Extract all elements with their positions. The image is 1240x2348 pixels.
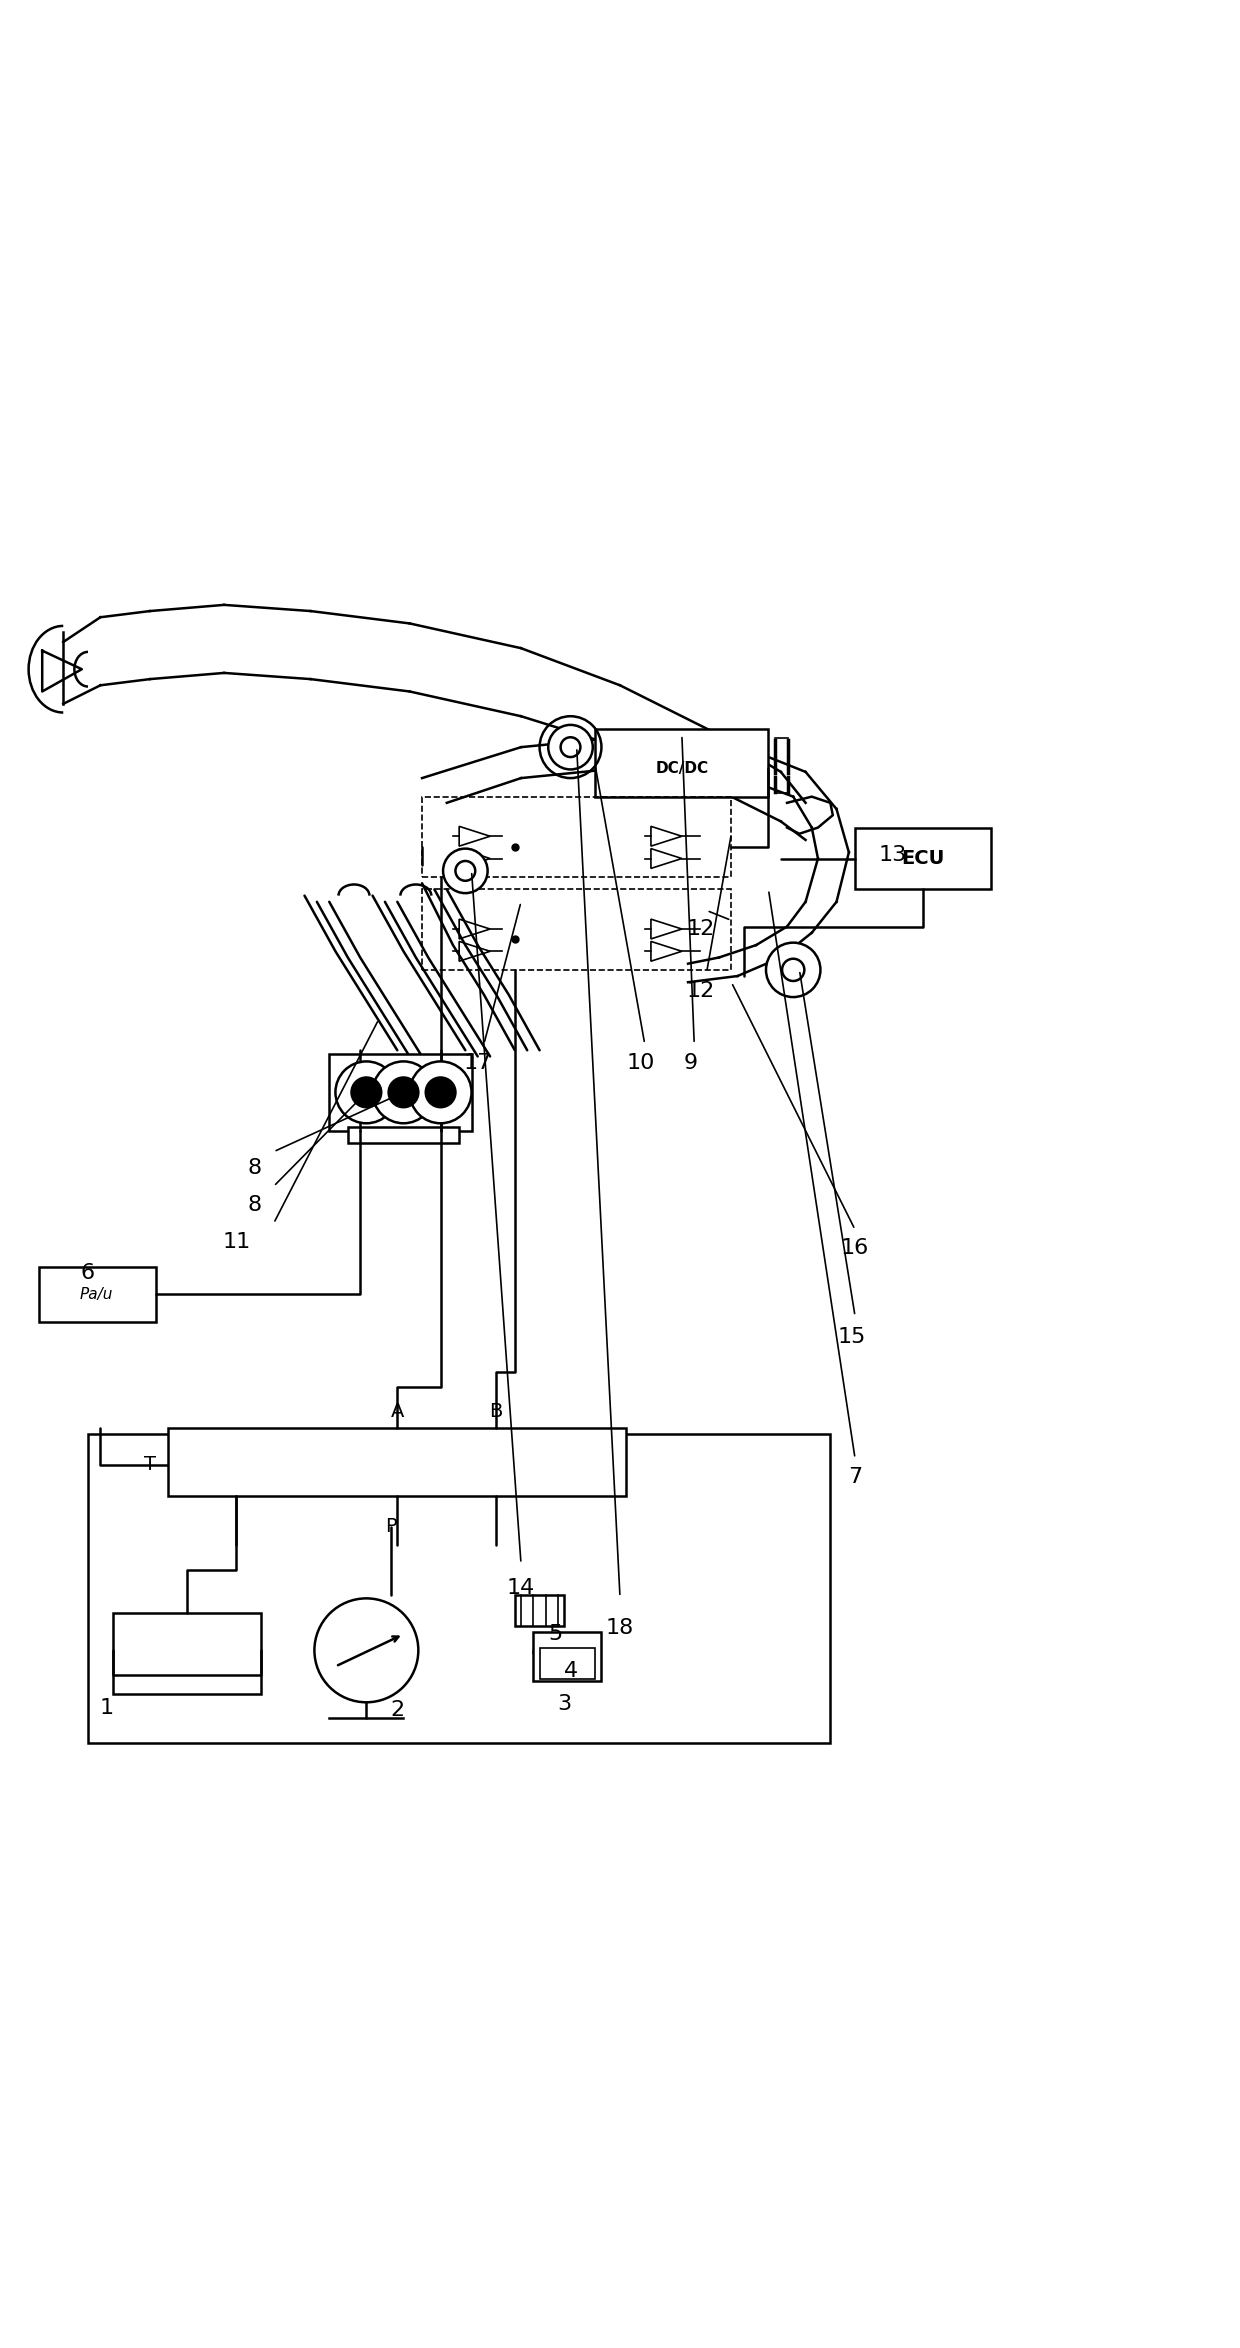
Text: 18: 18 <box>606 1618 634 1639</box>
Text: 13: 13 <box>878 845 906 864</box>
Bar <box>38 1268 156 1322</box>
Text: 8: 8 <box>248 1195 262 1214</box>
Bar <box>533 1632 601 1681</box>
Text: 12: 12 <box>686 981 714 1000</box>
Text: 17: 17 <box>464 1052 492 1073</box>
Circle shape <box>548 726 593 770</box>
Bar <box>856 826 991 890</box>
Text: 14: 14 <box>507 1578 536 1599</box>
Text: 15: 15 <box>837 1327 866 1348</box>
Text: B: B <box>490 1402 503 1421</box>
Circle shape <box>425 1078 455 1108</box>
Circle shape <box>351 1078 381 1108</box>
Bar <box>88 1435 831 1742</box>
Text: 9: 9 <box>683 1052 698 1073</box>
Text: Pa/u: Pa/u <box>79 1287 113 1301</box>
Text: 2: 2 <box>391 1700 404 1719</box>
Bar <box>515 1594 564 1625</box>
Circle shape <box>766 942 821 998</box>
Text: 7: 7 <box>848 1468 862 1486</box>
Text: T: T <box>144 1456 156 1475</box>
Text: 4: 4 <box>563 1662 578 1681</box>
Circle shape <box>388 1078 418 1108</box>
Text: 3: 3 <box>557 1693 572 1714</box>
Text: A: A <box>391 1402 404 1421</box>
Bar <box>347 1127 459 1143</box>
Text: 5: 5 <box>548 1625 563 1644</box>
Text: ECU: ECU <box>901 850 945 869</box>
Text: 10: 10 <box>627 1052 655 1073</box>
Circle shape <box>455 862 475 880</box>
Circle shape <box>560 737 580 756</box>
Bar <box>595 728 769 796</box>
Text: DC/DC: DC/DC <box>655 761 708 775</box>
Circle shape <box>443 848 487 892</box>
Circle shape <box>336 1061 397 1122</box>
Circle shape <box>409 1061 471 1122</box>
Circle shape <box>372 1061 434 1122</box>
Text: 12: 12 <box>686 918 714 939</box>
Text: 6: 6 <box>81 1263 95 1282</box>
Text: 8: 8 <box>248 1158 262 1179</box>
Bar <box>539 1648 595 1679</box>
Text: P: P <box>386 1517 397 1536</box>
Text: 1: 1 <box>99 1698 114 1719</box>
Circle shape <box>315 1599 418 1702</box>
Text: 16: 16 <box>841 1237 869 1259</box>
Bar <box>422 890 732 970</box>
Bar <box>113 1613 262 1693</box>
Circle shape <box>782 958 805 981</box>
Text: 11: 11 <box>222 1233 250 1251</box>
Bar <box>422 796 732 878</box>
Bar <box>330 1054 471 1132</box>
Bar <box>169 1428 626 1496</box>
